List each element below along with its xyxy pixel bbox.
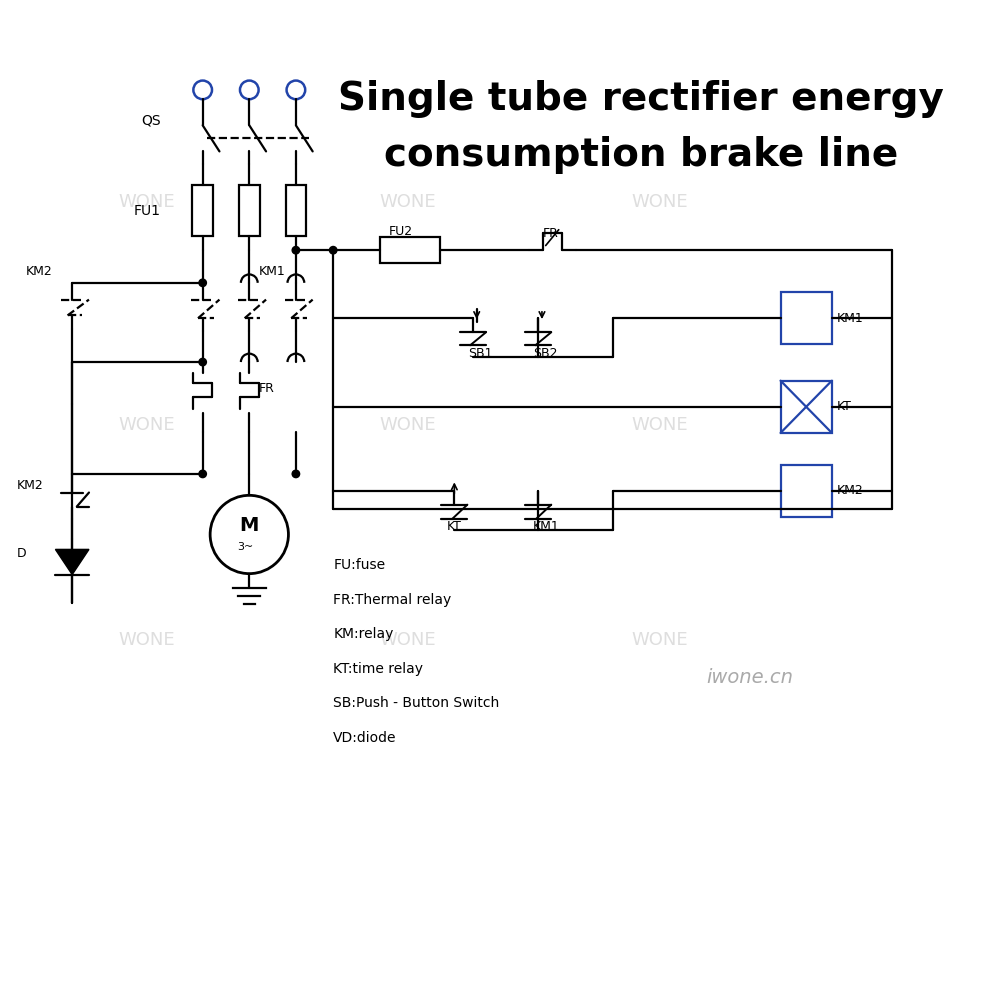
Text: WONE: WONE [631, 193, 688, 211]
Circle shape [199, 470, 206, 478]
Bar [781, 465, 832, 517]
Text: FR: FR [543, 227, 559, 240]
Circle shape [292, 246, 300, 254]
Text: SB2: SB2 [533, 347, 558, 360]
Bar [239, 185, 260, 236]
Text: FR: FR [259, 382, 274, 395]
Text: 3~: 3~ [237, 542, 254, 552]
Text: M: M [240, 516, 259, 535]
Text: FU1: FU1 [134, 204, 161, 218]
Circle shape [292, 470, 300, 478]
Text: FU2: FU2 [389, 225, 413, 238]
Text: WONE: WONE [379, 416, 436, 434]
Text: KM2: KM2 [16, 479, 43, 492]
Text: KM2: KM2 [836, 484, 863, 497]
Text: WONE: WONE [118, 631, 175, 649]
Text: WONE: WONE [631, 631, 688, 649]
Text: VD:diode: VD:diode [333, 731, 397, 745]
Text: WONE: WONE [379, 193, 436, 211]
Text: KM:relay: KM:relay [333, 627, 394, 641]
Circle shape [329, 246, 337, 254]
Text: iwone.cn: iwone.cn [706, 668, 793, 687]
Text: KM1: KM1 [259, 265, 285, 278]
Text: FU:fuse: FU:fuse [333, 558, 385, 572]
Text: consumption brake line: consumption brake line [384, 136, 898, 174]
Text: SB:Push - Button Switch: SB:Push - Button Switch [333, 696, 499, 710]
Text: KT: KT [836, 400, 851, 413]
Polygon shape [55, 549, 89, 575]
Text: WONE: WONE [118, 416, 175, 434]
Text: QS: QS [141, 114, 161, 128]
Text: KM1: KM1 [532, 520, 559, 533]
Text: WONE: WONE [379, 631, 436, 649]
Text: KM2: KM2 [26, 265, 52, 278]
Text: WONE: WONE [118, 193, 175, 211]
Text: KM1: KM1 [836, 312, 863, 325]
Text: SB1: SB1 [468, 347, 493, 360]
Bar [380, 237, 440, 263]
Text: D: D [16, 547, 26, 560]
Bar [781, 381, 832, 433]
Bar [192, 185, 213, 236]
Bar [781, 292, 832, 344]
Text: Single tube rectifier energy: Single tube rectifier energy [338, 80, 944, 118]
Bar [286, 185, 306, 236]
Circle shape [199, 358, 206, 366]
Circle shape [199, 279, 206, 287]
Text: WONE: WONE [631, 416, 688, 434]
Text: FR:Thermal relay: FR:Thermal relay [333, 593, 451, 607]
Text: KT:time relay: KT:time relay [333, 662, 423, 676]
Text: KT: KT [447, 520, 462, 533]
